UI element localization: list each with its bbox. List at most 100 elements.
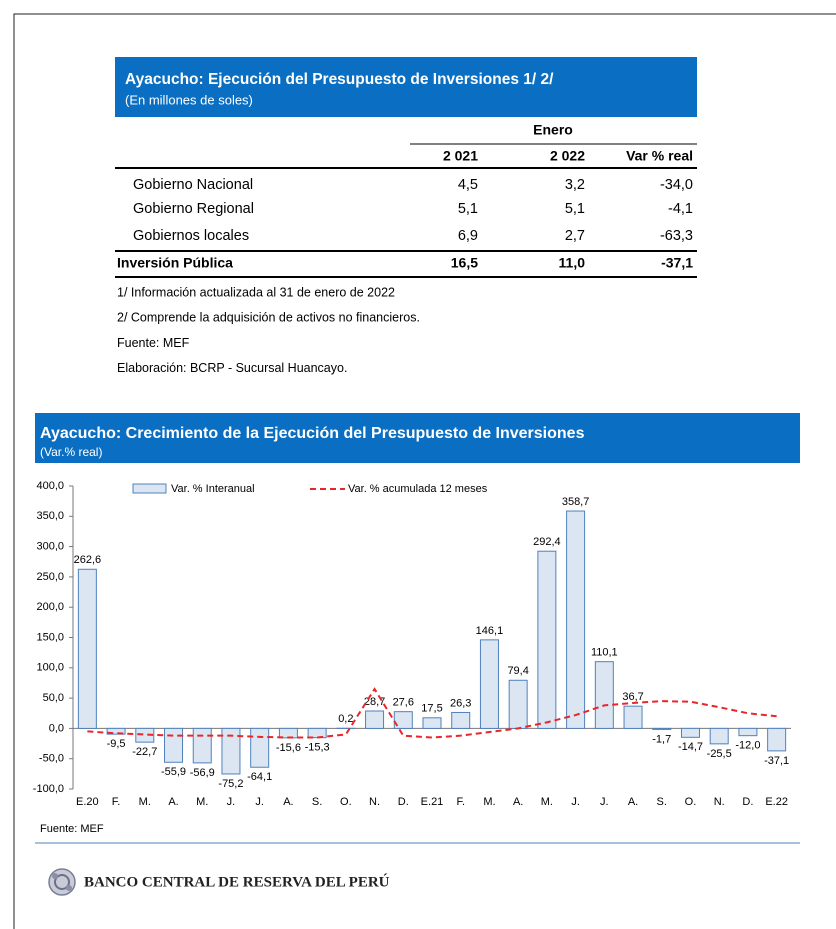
x-tick-label: F. [456,796,465,808]
value-label: -55,9 [161,766,186,778]
x-tick-label: A. [283,796,293,808]
total-cell: 16,5 [451,255,478,271]
x-tick-label: J. [255,796,264,808]
value-label: -56,9 [190,767,215,779]
cell: 5,1 [565,201,585,217]
y-tick-label: 50,0 [43,692,64,704]
x-tick-label: O. [340,796,352,808]
x-tick-label: E.20 [76,796,99,808]
table-header-bar [115,57,697,117]
bank-logo [48,868,76,896]
value-label: -15,3 [305,742,330,754]
bar [566,510,586,729]
row-label: Gobierno Nacional [133,177,253,193]
y-tick-label: -100,0 [33,783,64,795]
page-frame [13,13,836,929]
note: Fuente: MEF [117,336,190,350]
bank-name: BANCO CENTRAL DE RESERVA DEL PERÚ [84,873,390,890]
note: Elaboración: BCRP - Sucursal Huancayo. [117,361,347,375]
value-label: 28,7 [364,696,385,708]
legend-label: Var. % Interanual [171,483,255,495]
value-label: -37,1 [764,755,789,767]
value-label: -9,5 [107,738,126,750]
y-tick-label: 200,0 [36,601,64,613]
cell: 2,7 [565,228,585,244]
bar [594,661,614,729]
bar [422,717,442,729]
total-label: Inversión Pública [117,255,233,271]
bar [250,727,270,768]
bar [508,679,528,729]
value-label: -75,2 [218,778,243,790]
x-tick-label: M. [139,796,151,808]
x-tick-label: E.21 [421,796,444,808]
x-tick-label: O. [685,796,697,808]
x-tick-label: J. [571,796,580,808]
bar [77,568,97,729]
value-label: 27,6 [393,697,414,709]
cell: 3,2 [565,177,585,193]
bar [623,705,643,729]
x-tick-label: M. [196,796,208,808]
bar [451,711,471,729]
value-label: 79,4 [507,665,528,677]
bar [680,727,700,738]
value-label: -22,7 [132,746,157,758]
value-label: -15,6 [276,742,301,754]
value-label: 262,6 [74,554,102,566]
legend-label: Var. % acumulada 12 meses [348,483,488,495]
value-label: -12,0 [735,740,760,752]
table-subtitle: (En millones de soles) [125,92,253,107]
chart-source: Fuente: MEF [40,823,104,835]
chart-header-bar [35,413,800,463]
column-header: Var % real [626,148,693,164]
column-header: 2 022 [550,148,585,164]
value-label: -14,7 [678,741,703,753]
bar [192,727,212,764]
x-tick-label: J. [227,796,236,808]
x-tick-label: F. [112,796,121,808]
total-cell: 11,0 [559,255,586,271]
bar [709,727,729,745]
line [87,687,777,739]
x-tick-label: D. [398,796,409,808]
group-header: Enero [533,122,573,138]
note: 1/ Información actualizada al 31 de ener… [117,285,395,299]
y-tick-label: 400,0 [36,480,64,492]
y-tick-label: 350,0 [36,510,64,522]
chart-subtitle: (Var.% real) [40,445,102,459]
bar [652,727,672,730]
bar [164,727,184,763]
bar [393,711,413,729]
cell: 4,5 [458,177,478,193]
value-label: 358,7 [562,496,590,508]
x-tick-label: M. [483,796,495,808]
row-label: Gobiernos locales [133,228,249,244]
x-tick-label: A. [168,796,178,808]
value-label: -25,5 [707,748,732,760]
bar [365,710,385,729]
bar [221,727,241,775]
y-tick-label: 300,0 [36,541,64,553]
x-tick-label: S. [657,796,667,808]
note: 2/ Comprende la adquisición de activos n… [117,311,420,325]
bar [738,727,758,737]
x-tick-label: A. [628,796,638,808]
bar [135,727,155,743]
y-tick-label: 150,0 [36,631,64,643]
x-tick-label: M. [541,796,553,808]
value-label: 17,5 [421,703,442,715]
table-title: Ayacucho: Ejecución del Presupuesto de I… [125,71,554,88]
x-tick-label: J. [600,796,609,808]
y-tick-label: -50,0 [39,753,64,765]
column-header: 2 021 [443,148,478,164]
y-tick-label: 100,0 [36,662,64,674]
value-label: 292,4 [533,536,561,548]
bar [537,550,557,729]
value-label: -64,1 [247,771,272,783]
bar [767,727,787,752]
bar [307,727,327,739]
total-cell: -37,1 [661,255,693,271]
cell: 5,1 [458,201,478,217]
